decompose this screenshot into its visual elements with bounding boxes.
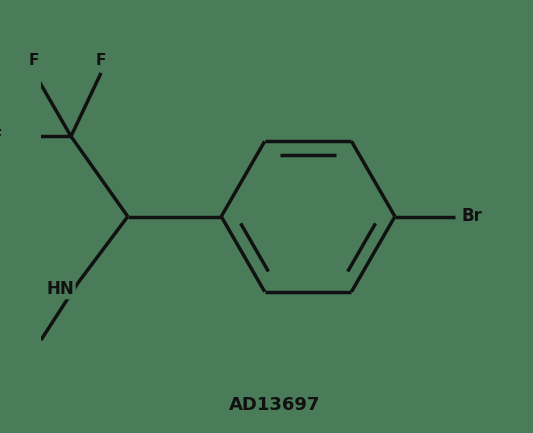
- Text: Br: Br: [462, 207, 482, 226]
- Text: F: F: [96, 52, 106, 68]
- Text: F: F: [29, 52, 39, 68]
- Text: F: F: [0, 129, 2, 144]
- Text: HN: HN: [46, 280, 74, 298]
- Text: AD13697: AD13697: [229, 396, 320, 414]
